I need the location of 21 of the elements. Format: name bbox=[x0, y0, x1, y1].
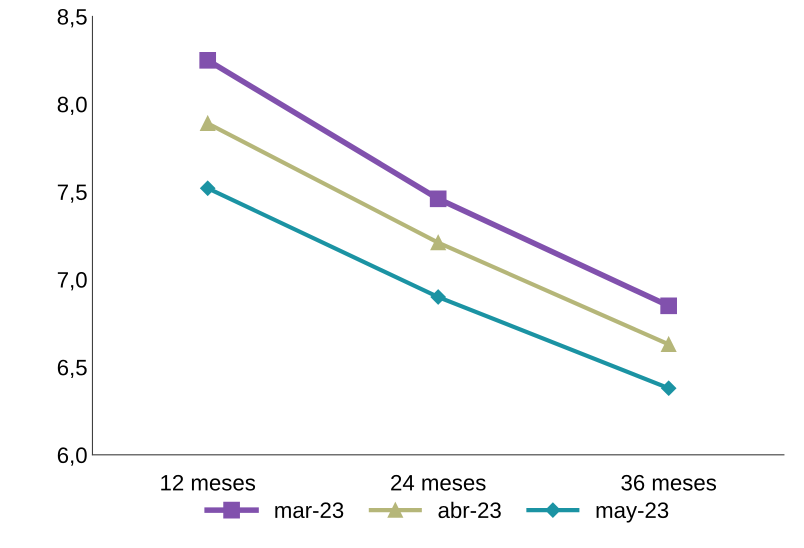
legend-label: abr-23 bbox=[438, 502, 501, 518]
point bbox=[430, 190, 447, 208]
legend-label: may-23 bbox=[596, 502, 668, 523]
y-tick-label: 6,5 bbox=[58, 360, 87, 378]
x-tick-label: 24 meses bbox=[391, 474, 486, 491]
y-tick-label: 7,0 bbox=[58, 272, 87, 290]
point bbox=[430, 289, 446, 305]
point bbox=[199, 52, 216, 69]
point bbox=[430, 235, 446, 250]
x-tick-label: 12 meses bbox=[161, 474, 256, 491]
point bbox=[200, 180, 216, 196]
point bbox=[660, 297, 677, 314]
point bbox=[661, 380, 676, 396]
y-tick-label: 7,5 bbox=[58, 184, 87, 203]
point bbox=[661, 336, 676, 352]
x-tick-label: 36 meses bbox=[621, 474, 716, 491]
y-tick-label: 8,5 bbox=[58, 8, 87, 28]
legend-label: mar-23 bbox=[275, 502, 344, 518]
point bbox=[200, 116, 216, 132]
y-tick-label: 8,0 bbox=[58, 96, 87, 116]
y-tick-label: 6,0 bbox=[58, 447, 87, 466]
